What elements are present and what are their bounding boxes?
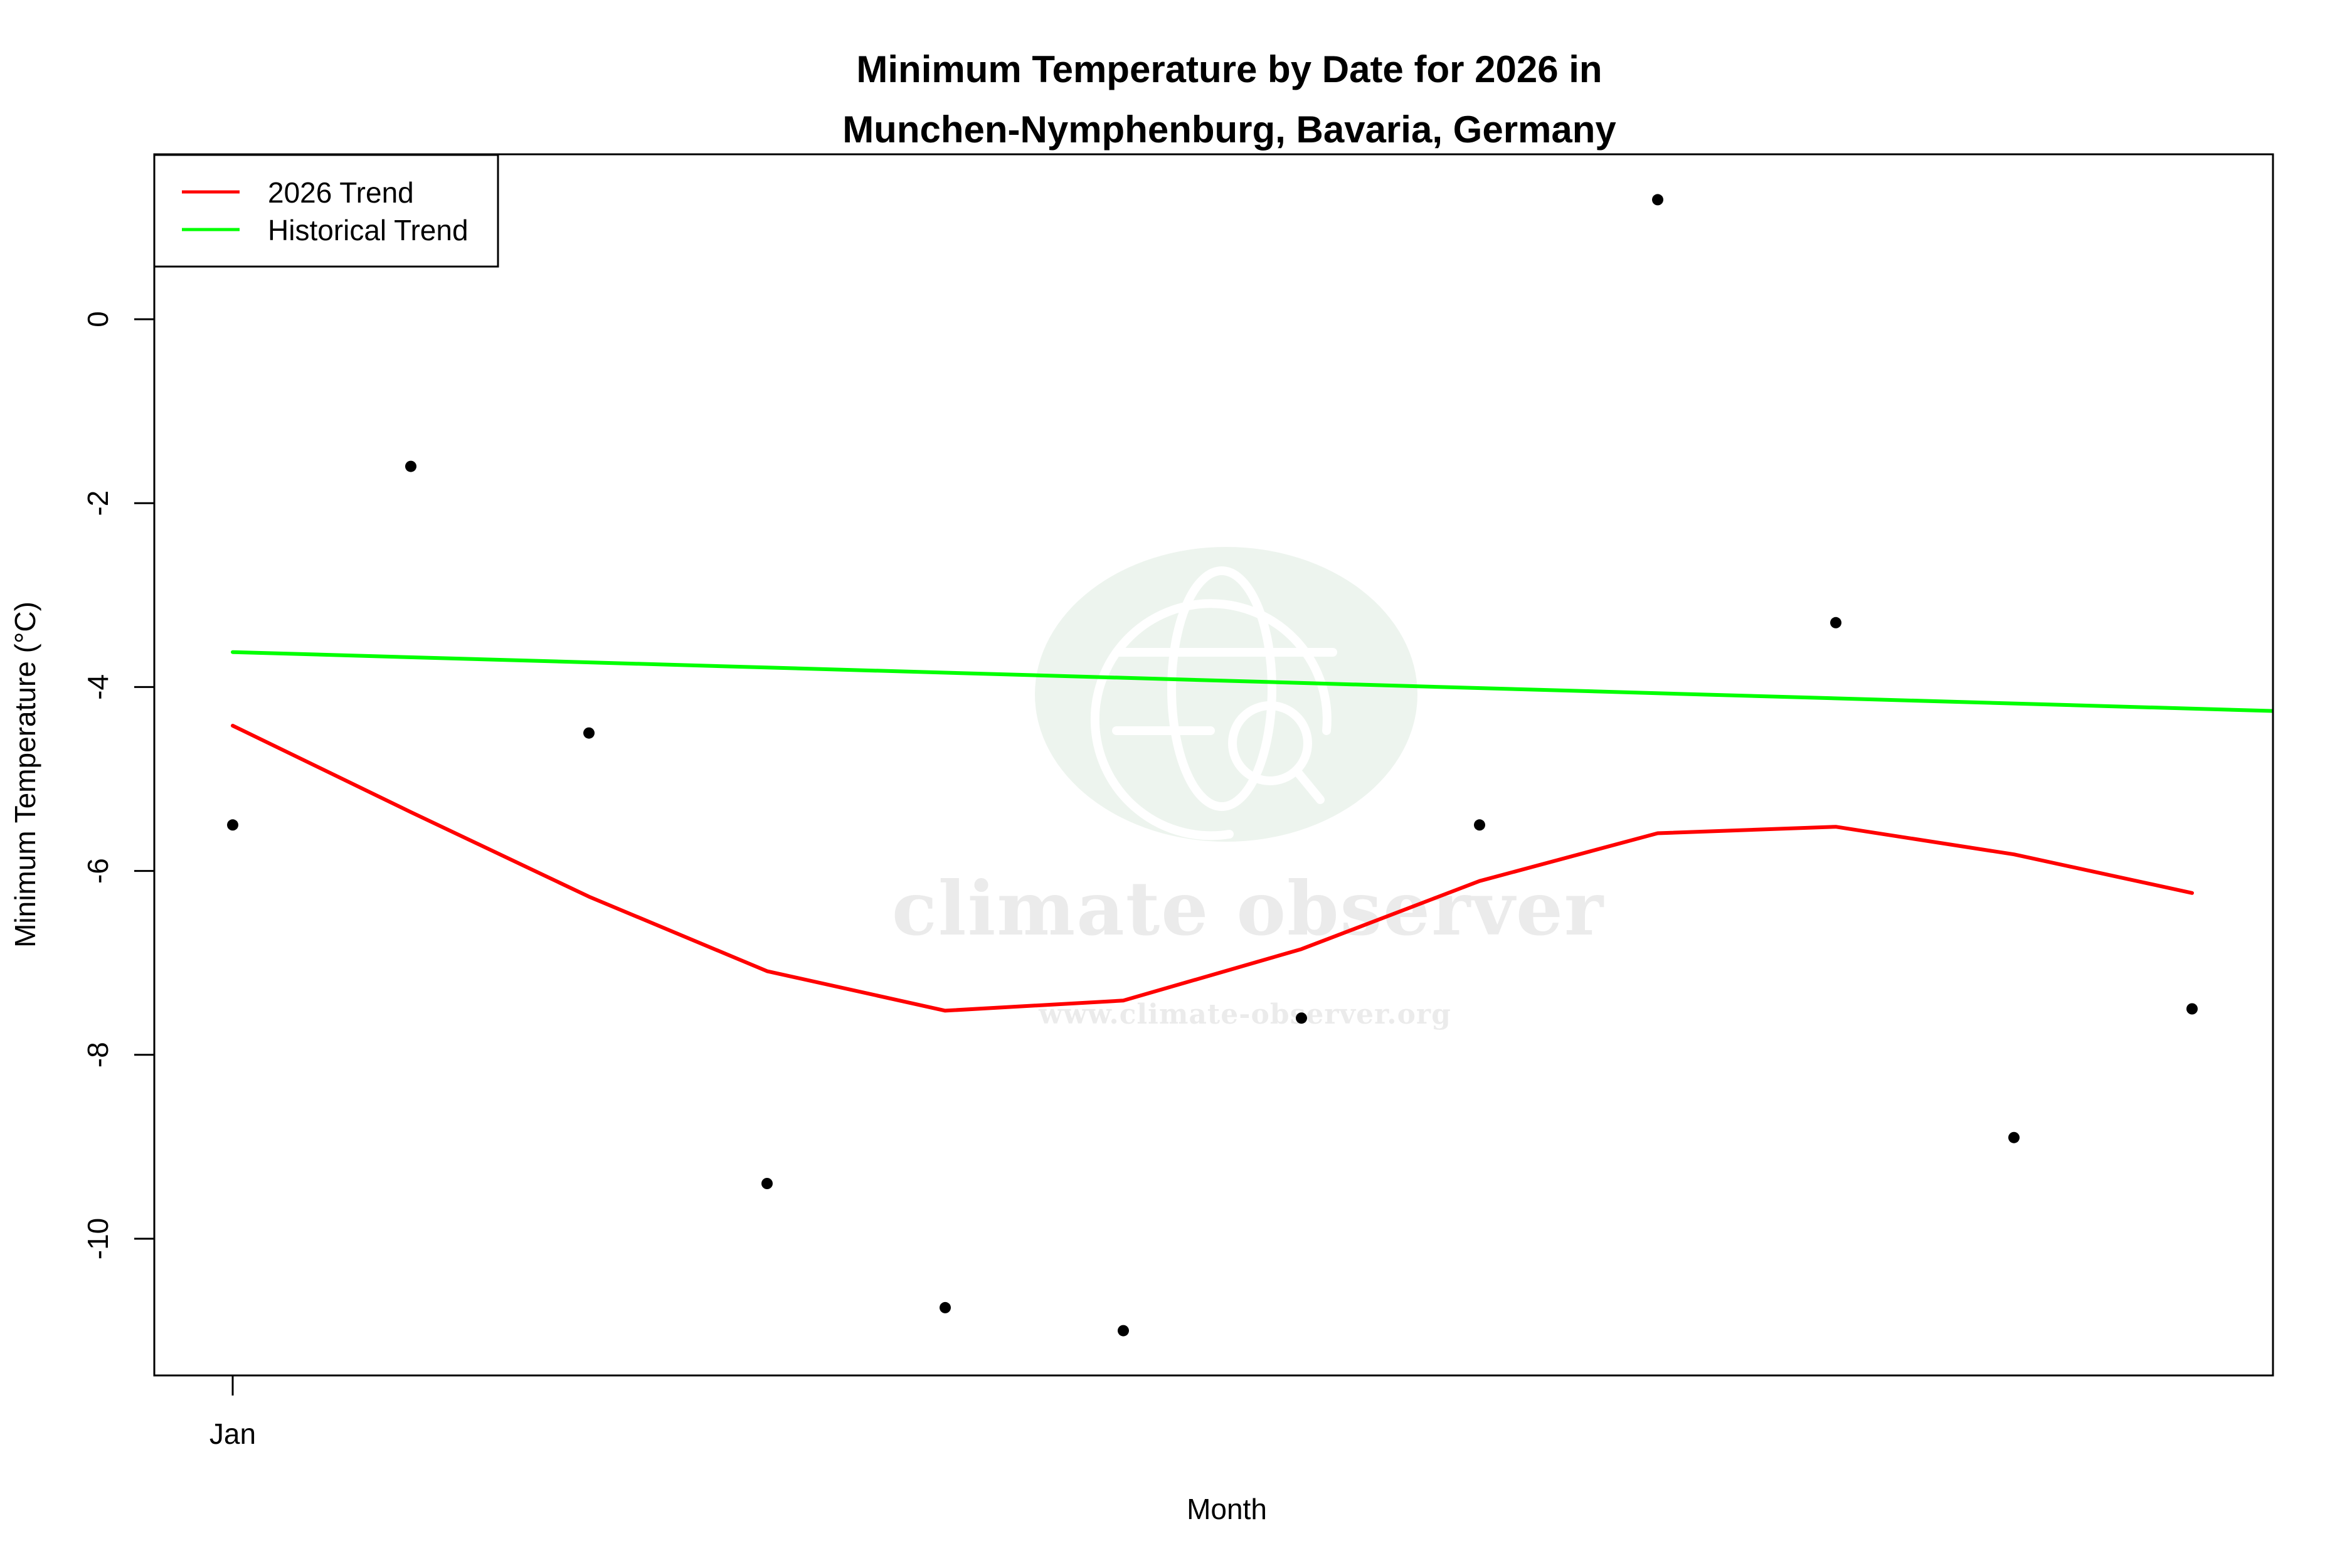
- x-tick-label-jan: Jan: [209, 1417, 256, 1450]
- historical-trend-line: [231, 650, 2274, 713]
- title-line-1: Minimum Temperature by Date for 2026 in: [856, 48, 1602, 90]
- legend: 2026 Trend Historical Trend: [153, 154, 499, 268]
- y-tick-label: -6: [82, 858, 114, 884]
- legend-box: [153, 154, 499, 268]
- trend-2026-line: [231, 724, 2194, 1013]
- data-point-apr: [761, 1178, 773, 1189]
- watermark-circle: [1035, 547, 1417, 842]
- x-axis: Jan: [209, 1375, 256, 1450]
- y-tick-label: 0: [82, 311, 114, 327]
- globe-search-icon: [1090, 566, 1337, 840]
- y-tick-label: -4: [82, 674, 114, 700]
- data-point-sep: [1652, 194, 1663, 206]
- plot-frame: [153, 153, 2274, 1377]
- legend-label-2026-trend: 2026 Trend: [268, 176, 414, 209]
- data-point-feb: [405, 460, 416, 472]
- data-point-may: [940, 1301, 951, 1313]
- y-axis: 0 -2 -4 -6 -8 -10: [82, 311, 154, 1259]
- data-point-dec: [2186, 1003, 2198, 1015]
- watermark: climate observer www.climate-observer.or…: [892, 547, 1603, 1030]
- x-axis-title: Month: [1187, 1493, 1267, 1525]
- data-point-oct: [1830, 617, 1841, 628]
- data-points: [227, 194, 2198, 1337]
- y-axis-title: Minimum Temperature (°C): [9, 601, 41, 948]
- y-tick-label: -2: [82, 490, 114, 516]
- chart-title: Minimum Temperature by Date for 2026 in …: [842, 48, 1616, 151]
- data-point-mar: [583, 727, 595, 739]
- data-point-jan: [227, 819, 238, 831]
- data-point-aug: [1474, 819, 1485, 831]
- data-point-jun: [1118, 1325, 1129, 1337]
- legend-label-historical-trend: Historical Trend: [268, 214, 469, 246]
- data-point-jul: [1296, 1012, 1307, 1024]
- title-line-2: Munchen-Nymphenburg, Bavaria, Germany: [842, 109, 1616, 151]
- y-tick-label: -10: [82, 1218, 114, 1259]
- watermark-url: www.climate-observer.org: [1038, 999, 1451, 1030]
- y-tick-label: -8: [82, 1042, 114, 1067]
- data-point-nov: [2008, 1131, 2020, 1143]
